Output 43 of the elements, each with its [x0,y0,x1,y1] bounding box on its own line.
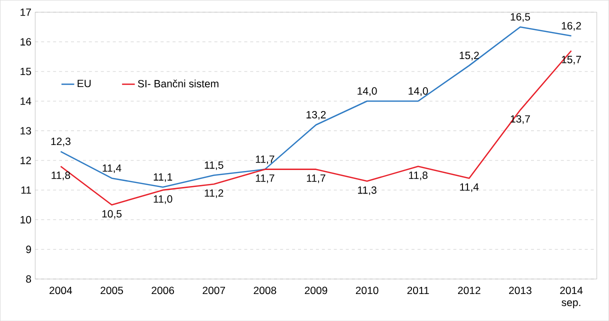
x-tick-label: 2008 [254,286,276,294]
data-label: 11,7 [256,155,274,164]
y-tick-label: 17 [20,8,31,16]
data-label: 14,0 [358,87,377,96]
data-label: 14,0 [408,87,428,96]
data-label: 11,8 [409,171,428,180]
legend-label: EU [78,80,91,88]
data-label: 16,5 [510,13,530,22]
data-label: 11,4 [460,183,479,192]
x-tick-label: 2011 [407,286,429,294]
data-label: 13,2 [306,110,326,120]
x-tick-label: 2005 [100,286,123,294]
y-tick-label: 16 [20,38,32,46]
data-label: 11,8 [52,171,70,180]
data-label: 11,0 [154,195,172,204]
legend-label: SI- Bančni sistem [138,80,218,88]
data-label: 11,3 [358,186,376,195]
x-tick-label: 2014 sep. [560,286,583,308]
data-label: 11,1 [154,173,172,182]
y-tick-label: 10 [20,216,32,224]
data-label: 11,4 [102,164,122,173]
data-label: 12,3 [51,138,70,146]
data-label: 11,7 [256,174,274,183]
y-tick-label: 11 [21,186,31,194]
x-tick-label: 2006 [152,286,174,294]
y-tick-label: 14 [20,97,32,105]
y-tick-label: 15 [20,68,32,76]
x-tick-label: 2010 [356,286,378,294]
data-label: 16,2 [562,22,581,31]
data-label: 11,7 [306,174,326,183]
x-tick-label: 2004 [50,286,72,294]
data-label: 11,2 [204,189,224,198]
data-label: 11,5 [204,161,224,170]
data-label: 10,5 [102,210,122,219]
y-tick-label: 12 [20,156,31,164]
data-label: 15,2 [460,52,479,60]
y-tick-label: 8 [26,275,32,283]
x-tick-label: 2012 [458,286,480,294]
x-tick-label: 2009 [304,286,328,294]
x-tick-label: 2007 [202,286,226,294]
y-tick-label: 13 [20,126,32,134]
y-tick-label: 9 [26,246,31,253]
x-tick-label: 2013 [509,286,532,294]
